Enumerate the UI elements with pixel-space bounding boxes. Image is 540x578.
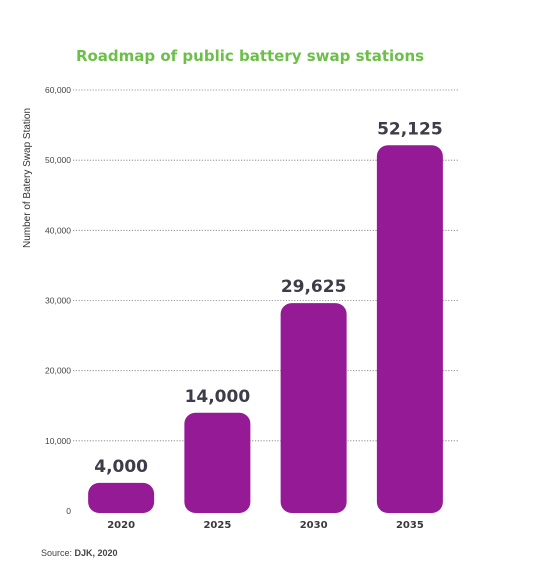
- data-labels: 4,000 14,000 29,625 52,125: [94, 119, 442, 477]
- data-label-2025: 14,000: [185, 387, 251, 407]
- x-axis-ticks: 2020 2025 2030 2035: [107, 520, 424, 531]
- y-tick-label: 10,000: [45, 436, 71, 446]
- y-axis-label: Number of Batery Swap Station: [22, 108, 33, 248]
- x-tick-label-2030: 2030: [300, 520, 328, 531]
- y-tick-label: 40,000: [45, 225, 71, 235]
- bar-2035: [376, 145, 443, 513]
- bar-2025: [184, 412, 251, 513]
- source-prefix: Source:: [41, 548, 75, 558]
- y-tick-label: 60,000: [45, 85, 71, 95]
- data-label-2030: 29,625: [281, 277, 347, 297]
- bar-2030: [280, 303, 347, 513]
- data-label-2020: 4,000: [94, 457, 148, 477]
- x-tick-label-2025: 2025: [203, 520, 231, 531]
- bars: [88, 145, 443, 513]
- y-tick-label: 30,000: [45, 296, 71, 306]
- y-tick-label: 20,000: [45, 366, 71, 376]
- y-tick-label: 0: [66, 506, 71, 516]
- data-label-2035: 52,125: [377, 119, 443, 139]
- chart-title: Roadmap of public battery swap stations: [76, 47, 424, 65]
- bar-2020: [88, 482, 155, 513]
- source-name: DJK, 2020: [75, 548, 118, 558]
- source-note: Source: DJK, 2020: [41, 548, 118, 558]
- x-tick-label-2035: 2035: [396, 520, 424, 531]
- y-axis-ticks: 0 10,000 20,000 30,000 40,000 50,000 60,000: [45, 85, 71, 516]
- x-tick-label-2020: 2020: [107, 520, 135, 531]
- y-tick-label: 50,000: [45, 155, 71, 165]
